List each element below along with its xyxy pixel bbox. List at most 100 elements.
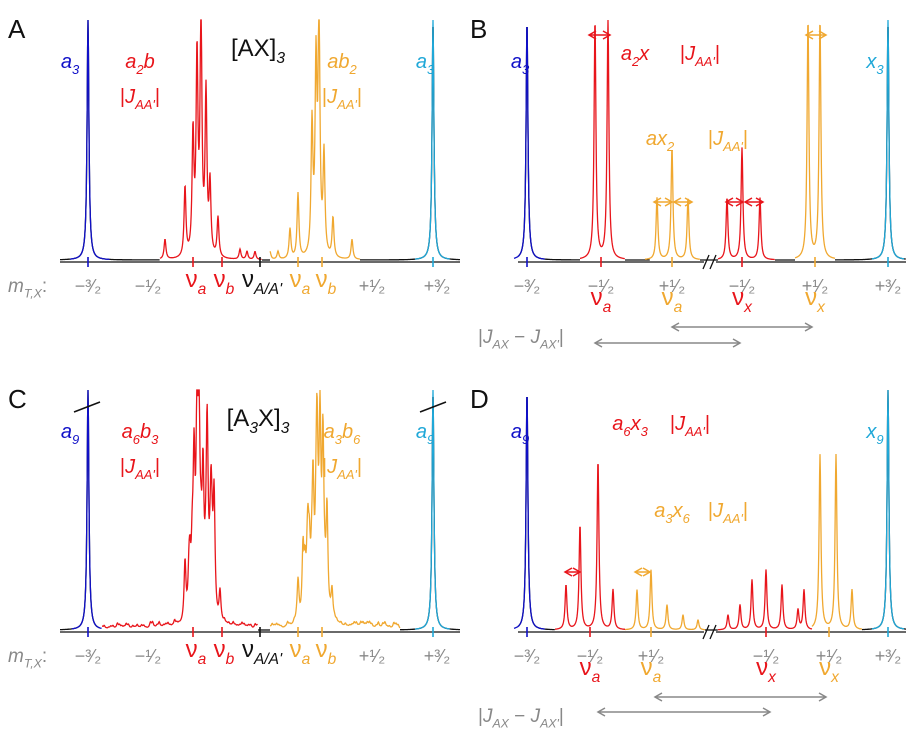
- peak-label-part: 3: [876, 62, 884, 77]
- axis-break: [709, 254, 717, 270]
- peak-label: a3x6: [654, 500, 690, 526]
- arrow-head: [563, 567, 582, 577]
- peak-label-part: J: [326, 86, 338, 108]
- tick-label-part: b: [328, 281, 337, 298]
- peak-label-part: a: [416, 421, 427, 443]
- panel-title-part: 3: [276, 50, 285, 67]
- tick-label-part: a: [198, 281, 207, 298]
- cap-mark: [419, 401, 447, 413]
- tick-label-part: ν: [641, 654, 653, 681]
- peak-label-part: 3: [72, 62, 80, 77]
- tick-label: νA/A': [242, 636, 283, 668]
- axis-label: mT,X:: [8, 276, 47, 301]
- peak-label-part: J: [712, 128, 724, 150]
- tick-label: −¹⁄₂: [577, 646, 604, 666]
- coupling-label-part: AX: [491, 717, 509, 731]
- tick-label: νx: [805, 284, 826, 316]
- peak-label-part: |: [715, 43, 720, 65]
- peak-label-part: AA': [336, 467, 357, 482]
- coupling-label-part: J: [530, 327, 541, 348]
- tick-label-part: ν: [756, 654, 768, 681]
- tick-label-part: a: [302, 651, 311, 668]
- tick-label-part: x: [743, 299, 753, 316]
- spectrum: [159, 19, 262, 261]
- tick-label: +³⁄₂: [875, 276, 902, 296]
- peak-label-part: x: [638, 43, 650, 65]
- peak-label-part: a: [416, 51, 427, 73]
- tick-label: νb: [316, 636, 337, 668]
- peak-label-part: a: [125, 51, 136, 73]
- peak-label-part: AA': [134, 467, 155, 482]
- tick-label-part: b: [226, 651, 235, 668]
- spectrum: [871, 389, 905, 630]
- tick-label: −¹⁄₂: [135, 276, 162, 296]
- arrow-head: [653, 692, 828, 702]
- axis-label-part: m: [8, 646, 24, 667]
- peak-label: |JAA'|: [680, 43, 720, 69]
- panel-title-part: 3: [281, 420, 290, 437]
- tick-label-part: +³⁄₂: [424, 276, 451, 296]
- peak-label-part: 9: [72, 432, 79, 447]
- tick-label-part: −¹⁄₂: [577, 646, 604, 666]
- arrow-head: [743, 197, 765, 207]
- peak-label-part: |: [743, 128, 748, 150]
- tick-label: +¹⁄₂: [659, 276, 686, 296]
- peak-label-part: |: [155, 86, 160, 108]
- peak-label-part: J: [124, 456, 136, 478]
- coupling-label: |JAX − JAX'|: [478, 327, 564, 352]
- tick-label: νb: [214, 636, 235, 668]
- peak-label-part: a: [324, 421, 335, 443]
- tick-label-part: a: [198, 651, 207, 668]
- panel-title-part: [A: [227, 405, 250, 432]
- tick-label-part: x: [830, 669, 840, 686]
- tick-label-part: a: [302, 281, 311, 298]
- panel-letter: B: [470, 14, 487, 44]
- peak-label: a6x3: [612, 413, 648, 439]
- peak-label: x9: [865, 421, 883, 447]
- peak-label: ax2: [646, 128, 675, 154]
- tick-label-part: ν: [186, 266, 198, 293]
- cap-mark: [73, 401, 101, 413]
- spectrum: [70, 19, 110, 261]
- tick-label-part: ν: [819, 654, 831, 681]
- spectrum: [513, 397, 545, 630]
- peak-label: a9: [511, 421, 529, 447]
- coupling-label: |JAX − JAX'|: [478, 706, 564, 731]
- coupling-label-part: |: [478, 706, 483, 727]
- tick-label-part: −³⁄₂: [514, 646, 541, 666]
- arrow-head: [596, 707, 772, 717]
- peak-label-part: a: [327, 51, 338, 73]
- peak-label-part: 2: [666, 139, 675, 154]
- arrow-head: [652, 197, 674, 207]
- peak-label-part: |: [155, 456, 160, 478]
- spectrum: [415, 19, 450, 260]
- tick-label: −³⁄₂: [75, 276, 102, 296]
- peak-label: a3: [61, 51, 80, 77]
- peak-label: |JAA'|: [708, 128, 748, 154]
- peak-label-part: a: [61, 51, 72, 73]
- axis-label: mT,X:: [8, 646, 47, 671]
- tick-label-part: −¹⁄₂: [135, 276, 162, 296]
- peak-label-part: 9: [427, 432, 434, 447]
- tick-label: νA/A': [242, 266, 283, 298]
- peak-label: |JAA'|: [322, 86, 362, 112]
- peak-label: |JAA'|: [322, 456, 362, 482]
- tick-label-part: +¹⁄₂: [816, 646, 843, 666]
- peak-label-part: J: [326, 456, 338, 478]
- peak-label-part: a: [612, 413, 623, 435]
- axis-break: [702, 254, 710, 270]
- peak-label-part: |: [708, 500, 713, 522]
- peak-label-part: 3: [665, 511, 673, 526]
- peak-label-part: x: [672, 500, 684, 522]
- spectrum: [717, 147, 775, 261]
- arrow-head: [672, 197, 694, 207]
- peak-label-part: 6: [623, 424, 631, 439]
- peak-label-part: 3: [641, 424, 649, 439]
- panel-title-part: [AX]: [231, 35, 276, 62]
- panel-title-part: X]: [258, 405, 281, 432]
- arrow-head: [633, 567, 652, 577]
- peak-label: |JAA'|: [120, 456, 160, 482]
- coupling-label-part: |: [559, 327, 564, 348]
- tick-label-part: −³⁄₂: [514, 276, 541, 296]
- peak-label: |JAA'|: [708, 500, 748, 526]
